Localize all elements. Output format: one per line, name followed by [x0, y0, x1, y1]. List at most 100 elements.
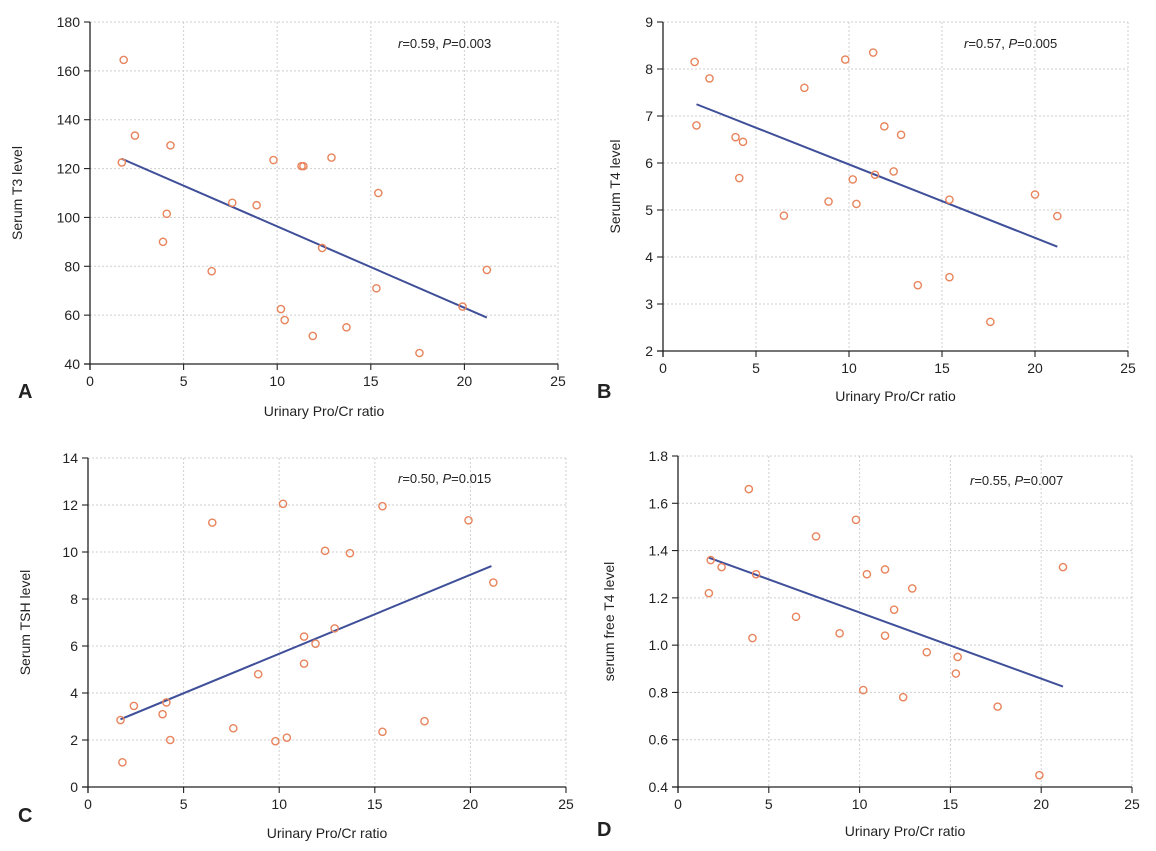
r-symbol: r: [398, 36, 403, 51]
correlation-annotation: r=0.57, P=0.005: [964, 36, 1057, 51]
y-tick-label: 10: [62, 544, 78, 560]
data-point: [118, 758, 127, 767]
y-tick-label: 8: [645, 61, 653, 77]
data-point: [858, 685, 868, 695]
y-axis-title: Serum TSH level: [17, 570, 33, 676]
x-tick-label: 5: [180, 373, 188, 389]
data-point: [342, 323, 351, 332]
y-tick-label: 7: [645, 108, 653, 124]
data-point: [299, 659, 309, 668]
data-point: [748, 633, 757, 643]
x-axis-title: Urinary Pro/Cr ratio: [264, 403, 385, 419]
x-tick-label: 25: [1124, 796, 1140, 812]
data-point: [835, 629, 844, 638]
data-point: [129, 701, 139, 711]
data-point: [717, 562, 726, 572]
data-point: [731, 132, 740, 142]
data-point: [378, 727, 387, 737]
r-symbol: r: [964, 36, 969, 51]
y-tick-label: 1.0: [649, 637, 669, 653]
data-point: [162, 698, 171, 707]
data-point: [824, 197, 833, 206]
y-tick-label: 0.6: [649, 732, 669, 748]
y-tick-label: 4: [70, 685, 78, 701]
x-tick-label: 10: [271, 796, 287, 812]
data-point: [800, 83, 809, 93]
data-point: [227, 198, 237, 208]
r-value: =0.57,: [968, 36, 1008, 51]
y-axis-title: Serum T3 level: [9, 146, 25, 240]
x-tick-label: 25: [558, 796, 574, 812]
data-point: [464, 515, 473, 525]
data-point: [896, 130, 906, 140]
p-value: =0.015: [451, 471, 491, 486]
x-tick-label: 25: [550, 373, 566, 389]
y-tick-label: 1.6: [649, 495, 669, 511]
data-point: [880, 565, 890, 574]
y-tick-label: 60: [64, 307, 80, 323]
regression-line: [120, 565, 492, 721]
y-tick-label: 1.4: [649, 543, 669, 559]
x-tick-label: 5: [765, 796, 773, 812]
x-axis-title: Urinary Pro/Cr ratio: [845, 823, 966, 839]
data-point: [751, 569, 761, 579]
r-symbol: r: [970, 473, 975, 488]
data-point: [482, 265, 492, 275]
data-point: [951, 669, 961, 678]
data-point: [852, 199, 861, 209]
y-tick-label: 180: [57, 14, 81, 30]
data-point: [986, 317, 995, 327]
y-tick-label: 3: [645, 296, 653, 312]
x-tick-label: 5: [180, 796, 188, 812]
x-tick-label: 0: [674, 796, 682, 812]
x-tick-label: 0: [659, 360, 667, 376]
p-symbol: P: [1014, 473, 1023, 488]
x-tick-label: 20: [457, 373, 473, 389]
y-tick-label: 6: [645, 155, 653, 171]
data-point: [489, 578, 498, 587]
data-point: [705, 74, 714, 83]
x-tick-label: 10: [841, 360, 857, 376]
data-point: [898, 692, 908, 702]
x-tick-label: 15: [934, 360, 950, 376]
y-tick-label: 100: [57, 209, 81, 225]
y-tick-label: 160: [57, 63, 81, 79]
y-tick-label: 1.8: [649, 448, 669, 464]
panel-label: A: [18, 381, 32, 403]
x-tick-label: 15: [943, 796, 959, 812]
data-point: [1035, 770, 1044, 780]
data-point: [253, 669, 263, 679]
y-tick-label: 120: [57, 161, 81, 177]
y-tick-label: 9: [645, 14, 653, 30]
data-point: [130, 131, 140, 140]
x-tick-label: 20: [1027, 360, 1043, 376]
y-tick-label: 2: [70, 732, 78, 748]
panel-label: B: [597, 381, 611, 403]
data-point: [165, 735, 175, 745]
regression-line: [708, 556, 1064, 688]
data-point: [299, 161, 308, 171]
data-point: [1053, 211, 1062, 221]
data-point: [420, 716, 429, 726]
data-point: [779, 211, 789, 220]
p-symbol: P: [1008, 36, 1017, 51]
x-tick-label: 0: [84, 796, 92, 812]
data-point: [889, 167, 898, 176]
x-axis-title: Urinary Pro/Cr ratio: [835, 388, 956, 404]
data-point: [692, 121, 701, 130]
panel-label: C: [18, 805, 32, 827]
p-symbol: P: [442, 36, 451, 51]
data-point: [1030, 190, 1040, 199]
data-point: [791, 612, 801, 622]
p-value: =0.005: [1017, 36, 1057, 51]
regression-line: [696, 103, 1058, 248]
y-tick-label: 0.8: [649, 684, 669, 700]
data-point: [166, 141, 175, 150]
data-point: [271, 736, 280, 746]
r-value: =0.50,: [402, 471, 442, 486]
x-tick-label: 15: [367, 796, 383, 812]
y-tick-label: 4: [645, 249, 653, 265]
p-value: =0.003: [451, 36, 491, 51]
data-point: [119, 55, 128, 65]
data-point: [953, 652, 962, 662]
